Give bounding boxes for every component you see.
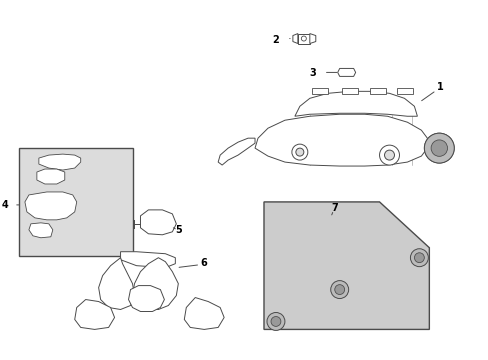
Polygon shape bbox=[132, 258, 178, 310]
Polygon shape bbox=[39, 154, 81, 170]
Text: 3: 3 bbox=[308, 68, 315, 78]
Text: 6: 6 bbox=[200, 258, 206, 268]
Polygon shape bbox=[297, 33, 309, 44]
Text: 7: 7 bbox=[331, 203, 338, 213]
Circle shape bbox=[330, 280, 348, 298]
Polygon shape bbox=[255, 114, 427, 166]
Circle shape bbox=[409, 249, 427, 267]
Polygon shape bbox=[294, 91, 417, 116]
Polygon shape bbox=[29, 223, 53, 238]
Circle shape bbox=[430, 140, 447, 156]
Circle shape bbox=[334, 285, 344, 294]
Polygon shape bbox=[264, 202, 428, 329]
Circle shape bbox=[301, 36, 305, 41]
Polygon shape bbox=[75, 300, 114, 329]
Circle shape bbox=[424, 133, 453, 163]
Circle shape bbox=[384, 150, 394, 160]
Polygon shape bbox=[121, 252, 175, 268]
Polygon shape bbox=[311, 88, 327, 94]
Polygon shape bbox=[369, 88, 385, 94]
Circle shape bbox=[424, 133, 453, 163]
Circle shape bbox=[266, 312, 285, 330]
Polygon shape bbox=[140, 210, 176, 235]
Text: 4: 4 bbox=[1, 200, 8, 210]
Polygon shape bbox=[292, 33, 297, 44]
Circle shape bbox=[430, 140, 447, 156]
Text: 5: 5 bbox=[175, 225, 182, 235]
Circle shape bbox=[414, 253, 424, 263]
Text: 1: 1 bbox=[436, 82, 443, 93]
Polygon shape bbox=[99, 258, 134, 310]
Polygon shape bbox=[37, 169, 64, 184]
Bar bbox=[19, 148, 133, 256]
Polygon shape bbox=[341, 88, 357, 94]
Polygon shape bbox=[128, 285, 164, 311]
Polygon shape bbox=[397, 88, 412, 94]
Polygon shape bbox=[337, 68, 355, 76]
Polygon shape bbox=[218, 138, 255, 165]
Text: 2: 2 bbox=[272, 35, 278, 45]
Circle shape bbox=[291, 144, 307, 160]
Polygon shape bbox=[309, 33, 315, 44]
Circle shape bbox=[379, 145, 399, 165]
Polygon shape bbox=[25, 192, 77, 220]
Polygon shape bbox=[184, 298, 224, 329]
Circle shape bbox=[270, 316, 280, 327]
Circle shape bbox=[295, 148, 303, 156]
